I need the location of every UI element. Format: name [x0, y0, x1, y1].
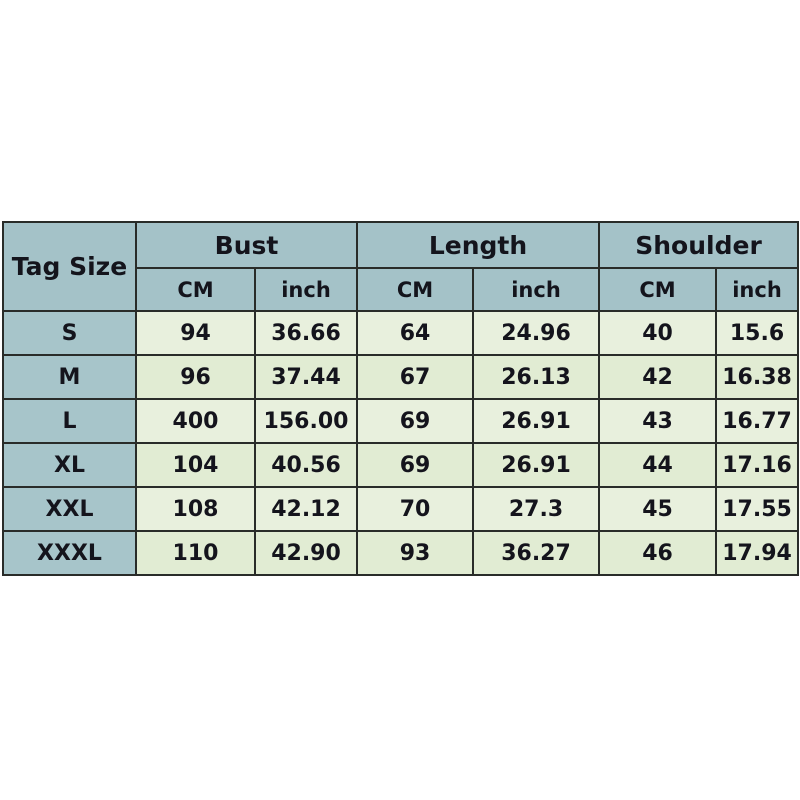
size-label: XL: [2, 442, 137, 488]
subheader-bust-cm: CM: [135, 267, 256, 312]
cell-bust-cm: 96: [135, 354, 256, 400]
table-row-l: L 400 156.00 69 26.91 43 16.77: [2, 398, 800, 444]
cell-bust-inch: 36.66: [254, 310, 358, 356]
cell-shoulder-inch: 16.38: [715, 354, 800, 400]
subheader-bust-inch: inch: [254, 267, 358, 312]
cell-length-cm: 69: [356, 442, 474, 488]
cell-length-inch: 26.91: [471, 398, 601, 444]
corner-header-tag-size: Tag Size: [2, 221, 137, 312]
cell-bust-cm: 94: [135, 310, 256, 356]
cell-shoulder-cm: 44: [598, 442, 718, 488]
size-label: S: [2, 310, 137, 356]
group-header-length: Length: [355, 221, 601, 269]
table-row-xxl: XXL 108 42.12 70 27.3 45 17.55: [2, 486, 800, 532]
cell-bust-inch: 156.00: [254, 398, 358, 444]
cell-shoulder-inch: 17.55: [715, 486, 800, 532]
cell-bust-cm: 110: [135, 530, 256, 576]
cell-shoulder-inch: 17.94: [715, 530, 800, 576]
cell-shoulder-cm: 42: [598, 354, 718, 400]
cell-shoulder-inch: 17.16: [715, 442, 800, 488]
cell-length-cm: 64: [356, 310, 474, 356]
cell-shoulder-inch: 16.77: [715, 398, 800, 444]
size-label: XXL: [2, 486, 137, 532]
subheader-shoulder-inch: inch: [715, 267, 800, 312]
group-header-shoulder: Shoulder: [598, 221, 800, 269]
subheader-length-inch: inch: [471, 267, 601, 312]
cell-length-inch: 26.13: [471, 354, 601, 400]
cell-bust-inch: 40.56: [254, 442, 358, 488]
cell-bust-inch: 42.90: [254, 530, 358, 576]
cell-bust-cm: 104: [135, 442, 256, 488]
table-row-m: M 96 37.44 67 26.13 42 16.38: [2, 354, 800, 400]
subheader-shoulder-cm: CM: [598, 267, 718, 312]
cell-shoulder-inch: 15.6: [715, 310, 800, 356]
cell-length-cm: 69: [356, 398, 474, 444]
cell-shoulder-cm: 40: [598, 310, 718, 356]
cell-length-cm: 93: [356, 530, 474, 576]
cell-bust-inch: 37.44: [254, 354, 358, 400]
cell-length-inch: 26.91: [471, 442, 601, 488]
size-label: L: [2, 398, 137, 444]
cell-shoulder-cm: 45: [598, 486, 718, 532]
size-label: XXXL: [2, 530, 137, 576]
cell-length-inch: 27.3: [471, 486, 601, 532]
cell-length-inch: 24.96: [471, 310, 601, 356]
table-row-xl: XL 104 40.56 69 26.91 44 17.16: [2, 442, 800, 488]
table-row-xxxl: XXXL 110 42.90 93 36.27 46 17.94: [2, 530, 800, 576]
cell-bust-inch: 42.12: [254, 486, 358, 532]
cell-length-inch: 36.27: [471, 530, 601, 576]
cell-shoulder-cm: 43: [598, 398, 718, 444]
size-label: M: [2, 354, 137, 400]
cell-shoulder-cm: 46: [598, 530, 718, 576]
size-chart-table: Tag Size Bust Length Shoulder CM inch CM…: [2, 221, 800, 576]
cell-bust-cm: 400: [135, 398, 256, 444]
table-header-sub-row: CM inch CM inch CM inch: [3, 267, 800, 312]
cell-bust-cm: 108: [135, 486, 256, 532]
table-header-group-row: Tag Size Bust Length Shoulder: [2, 221, 800, 312]
table-row-s: S 94 36.66 64 24.96 40 15.6: [2, 310, 800, 356]
subheader-length-cm: CM: [356, 267, 474, 312]
cell-length-cm: 70: [356, 486, 474, 532]
group-header-bust: Bust: [135, 221, 358, 269]
cell-length-cm: 67: [356, 354, 474, 400]
